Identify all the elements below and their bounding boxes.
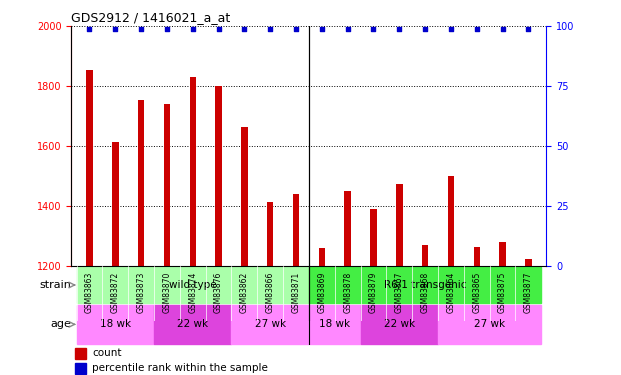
Text: GSM83866: GSM83866	[266, 272, 274, 313]
Bar	[86, 70, 93, 266]
Text: strain: strain	[39, 280, 71, 290]
Text: 22 wk: 22 wk	[177, 320, 208, 329]
Bar	[319, 248, 325, 266]
Text: GSM83875: GSM83875	[498, 272, 507, 313]
Point	[136, 26, 146, 32]
Point	[472, 26, 482, 32]
Bar	[154, 304, 232, 344]
Text: wild type: wild type	[169, 280, 217, 290]
Bar	[189, 77, 196, 266]
Text: GSM83873: GSM83873	[137, 272, 146, 313]
Point	[524, 26, 533, 32]
Text: GSM83874: GSM83874	[188, 272, 197, 313]
Text: 27 wk: 27 wk	[474, 320, 505, 329]
Text: GSM83864: GSM83864	[446, 272, 455, 313]
Bar	[345, 191, 351, 266]
Text: GSM83877: GSM83877	[524, 272, 533, 313]
Bar	[76, 267, 309, 303]
Bar	[232, 304, 309, 344]
Text: GSM83862: GSM83862	[240, 272, 249, 313]
Text: GSM83871: GSM83871	[291, 272, 301, 313]
Bar	[474, 247, 480, 266]
Text: R6/1 transgenic: R6/1 transgenic	[384, 280, 466, 290]
Bar	[422, 245, 428, 266]
Point	[111, 26, 120, 32]
Bar	[215, 86, 222, 266]
Bar	[361, 304, 438, 344]
Text: 18 wk: 18 wk	[100, 320, 131, 329]
Point	[84, 26, 94, 32]
Text: count: count	[92, 348, 122, 358]
Point	[317, 26, 327, 32]
Text: GDS2912 / 1416021_a_at: GDS2912 / 1416021_a_at	[71, 11, 230, 24]
Point	[343, 26, 353, 32]
Text: GSM83872: GSM83872	[111, 272, 120, 313]
Bar	[164, 104, 170, 266]
Point	[368, 26, 378, 32]
Text: GSM83867: GSM83867	[395, 272, 404, 313]
Point	[420, 26, 430, 32]
Bar	[370, 209, 377, 266]
Text: GSM83863: GSM83863	[85, 272, 94, 313]
Point	[446, 26, 456, 32]
Text: age: age	[50, 320, 71, 329]
Point	[188, 26, 197, 32]
Bar	[76, 304, 154, 344]
Text: GSM83876: GSM83876	[214, 272, 223, 313]
Point	[265, 26, 275, 32]
Bar	[267, 202, 273, 266]
Point	[291, 26, 301, 32]
Text: GSM83879: GSM83879	[369, 272, 378, 313]
Bar	[396, 184, 402, 266]
Bar	[293, 194, 299, 266]
Bar	[138, 100, 144, 266]
Text: 27 wk: 27 wk	[255, 320, 286, 329]
Text: GSM83869: GSM83869	[317, 272, 327, 313]
Bar	[241, 127, 248, 266]
Text: GSM83878: GSM83878	[343, 272, 352, 313]
Bar	[75, 348, 86, 358]
Text: GSM83868: GSM83868	[420, 272, 430, 313]
Text: GSM83870: GSM83870	[163, 272, 171, 313]
Bar	[499, 242, 506, 266]
Text: percentile rank within the sample: percentile rank within the sample	[92, 363, 268, 373]
Point	[497, 26, 507, 32]
Text: 18 wk: 18 wk	[319, 320, 350, 329]
Point	[162, 26, 172, 32]
Bar	[112, 142, 119, 266]
Point	[240, 26, 250, 32]
Bar	[309, 304, 361, 344]
Text: GSM83865: GSM83865	[472, 272, 481, 313]
Text: 22 wk: 22 wk	[384, 320, 415, 329]
Point	[214, 26, 224, 32]
Point	[394, 26, 404, 32]
Bar	[309, 267, 542, 303]
Bar	[525, 259, 532, 266]
Bar	[438, 304, 542, 344]
Bar	[448, 176, 454, 266]
Bar	[75, 363, 86, 374]
